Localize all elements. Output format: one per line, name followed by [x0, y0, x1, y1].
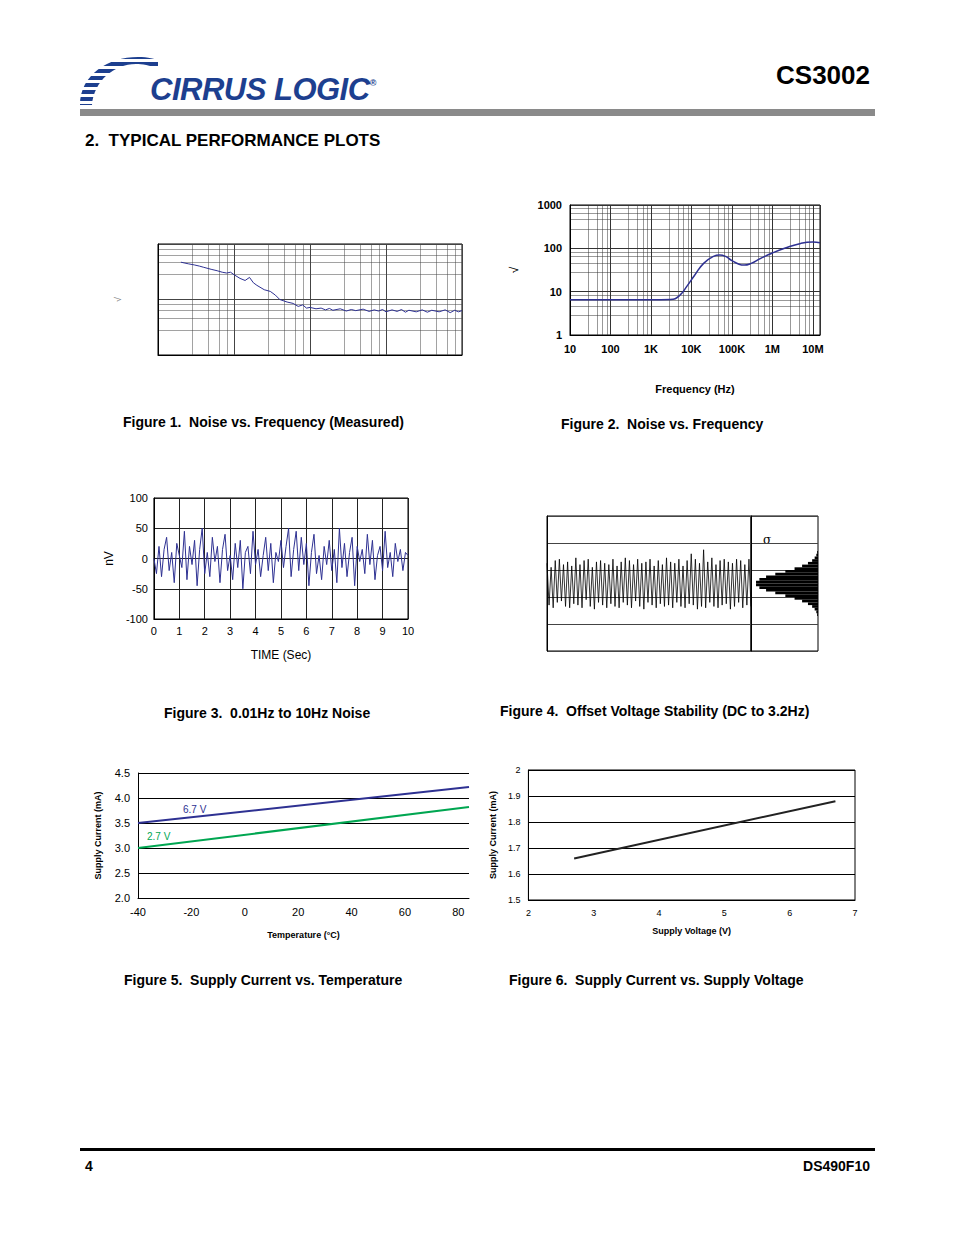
svg-text:1.5: 1.5: [508, 895, 521, 905]
svg-text:Supply Voltage (V): Supply Voltage (V): [652, 926, 731, 936]
svg-text:1M: 1M: [765, 343, 780, 355]
svg-text:3: 3: [227, 625, 233, 637]
svg-text:1.9: 1.9: [508, 791, 521, 801]
svg-text:0: 0: [151, 625, 157, 637]
svg-text:2: 2: [526, 908, 531, 918]
svg-text:80: 80: [452, 906, 464, 918]
svg-text:7: 7: [852, 908, 857, 918]
svg-text:-100: -100: [126, 613, 148, 625]
svg-text:3.0: 3.0: [115, 842, 130, 854]
html-text:CIRRUS LOGIC: CIRRUS LOGIC: [150, 72, 370, 107]
svg-text:1: 1: [556, 329, 562, 341]
svg-text:60: 60: [399, 906, 411, 918]
html-text:Figure 5. Supply Current vs. T: Figure 5. Supply Current vs. Temperature: [124, 972, 403, 988]
svg-text:Temperature (°C): Temperature (°C): [267, 930, 339, 940]
html-text:Figure 6. Supply Current vs. S: Figure 6. Supply Current vs. Supply Volt…: [509, 972, 804, 988]
svg-text:2.7 V: 2.7 V: [147, 831, 171, 842]
svg-text:0: 0: [142, 553, 148, 565]
html-text:Figure 3. 0.01Hz to 10Hz Noise: Figure 3. 0.01Hz to 10Hz Noise: [164, 705, 371, 721]
svg-text:4: 4: [252, 625, 258, 637]
svg-text:9: 9: [380, 625, 386, 637]
svg-text:nV: nV: [102, 551, 116, 566]
svg-text:2.5: 2.5: [115, 867, 130, 879]
svg-text:3.5: 3.5: [115, 817, 130, 829]
svg-text:1.6: 1.6: [508, 869, 521, 879]
svg-text:4.0: 4.0: [115, 792, 130, 804]
svg-text:6: 6: [787, 908, 792, 918]
svg-text:Supply Current (mA): Supply Current (mA): [93, 791, 103, 879]
svg-text:2.0: 2.0: [115, 892, 130, 904]
svg-text:1: 1: [176, 625, 182, 637]
svg-text:1.7: 1.7: [508, 843, 521, 853]
svg-text:TIME (Sec): TIME (Sec): [251, 648, 312, 662]
svg-text:-40: -40: [130, 906, 146, 918]
svg-text:√: √: [507, 266, 521, 273]
svg-text:-20: -20: [183, 906, 199, 918]
svg-text:50: 50: [136, 522, 148, 534]
svg-text:Supply Current (mA): Supply Current (mA): [488, 791, 498, 879]
svg-text:1K: 1K: [644, 343, 658, 355]
svg-text:10: 10: [550, 286, 562, 298]
svg-text:10: 10: [402, 625, 414, 637]
svg-text:5: 5: [722, 908, 727, 918]
svg-text:6.7 V: 6.7 V: [183, 804, 207, 815]
html-text:4: 4: [85, 1158, 93, 1174]
svg-text:20: 20: [292, 906, 304, 918]
svg-text:Frequency (Hz): Frequency (Hz): [655, 383, 735, 395]
svg-text:10M: 10M: [802, 343, 823, 355]
svg-text:100: 100: [544, 242, 562, 254]
html-text:2. TYPICAL PERFORMANCE PLOTS: 2. TYPICAL PERFORMANCE PLOTS: [85, 131, 381, 150]
svg-text:1.8: 1.8: [508, 817, 521, 827]
html-text:Figure 4. Offset Voltage Stabi: Figure 4. Offset Voltage Stability (DC t…: [500, 703, 810, 719]
svg-text:4: 4: [657, 908, 662, 918]
svg-text:√: √: [113, 297, 123, 302]
svg-text:3: 3: [591, 908, 596, 918]
svg-text:100: 100: [601, 343, 619, 355]
svg-text:10: 10: [564, 343, 576, 355]
html-text:Figure 2. Noise vs. Frequency: Figure 2. Noise vs. Frequency: [561, 416, 764, 432]
svg-text:1000: 1000: [538, 199, 562, 211]
svg-text:7: 7: [329, 625, 335, 637]
svg-text:σ: σ: [763, 533, 771, 547]
svg-text:10K: 10K: [681, 343, 701, 355]
svg-text:8: 8: [354, 625, 360, 637]
svg-text:100: 100: [130, 492, 148, 504]
svg-text:2: 2: [515, 765, 520, 775]
svg-text:0: 0: [242, 906, 248, 918]
svg-text:-50: -50: [132, 583, 148, 595]
svg-text:4.5: 4.5: [115, 767, 130, 779]
html-text:Figure 1. Noise vs. Frequency: Figure 1. Noise vs. Frequency (Measured): [123, 414, 404, 430]
svg-text:5: 5: [278, 625, 284, 637]
svg-text:2: 2: [202, 625, 208, 637]
html-text:CS3002: CS3002: [776, 60, 870, 90]
svg-text:6: 6: [303, 625, 309, 637]
html-text:DS490F10: DS490F10: [803, 1158, 870, 1174]
svg-text:40: 40: [345, 906, 357, 918]
svg-text:100K: 100K: [719, 343, 745, 355]
